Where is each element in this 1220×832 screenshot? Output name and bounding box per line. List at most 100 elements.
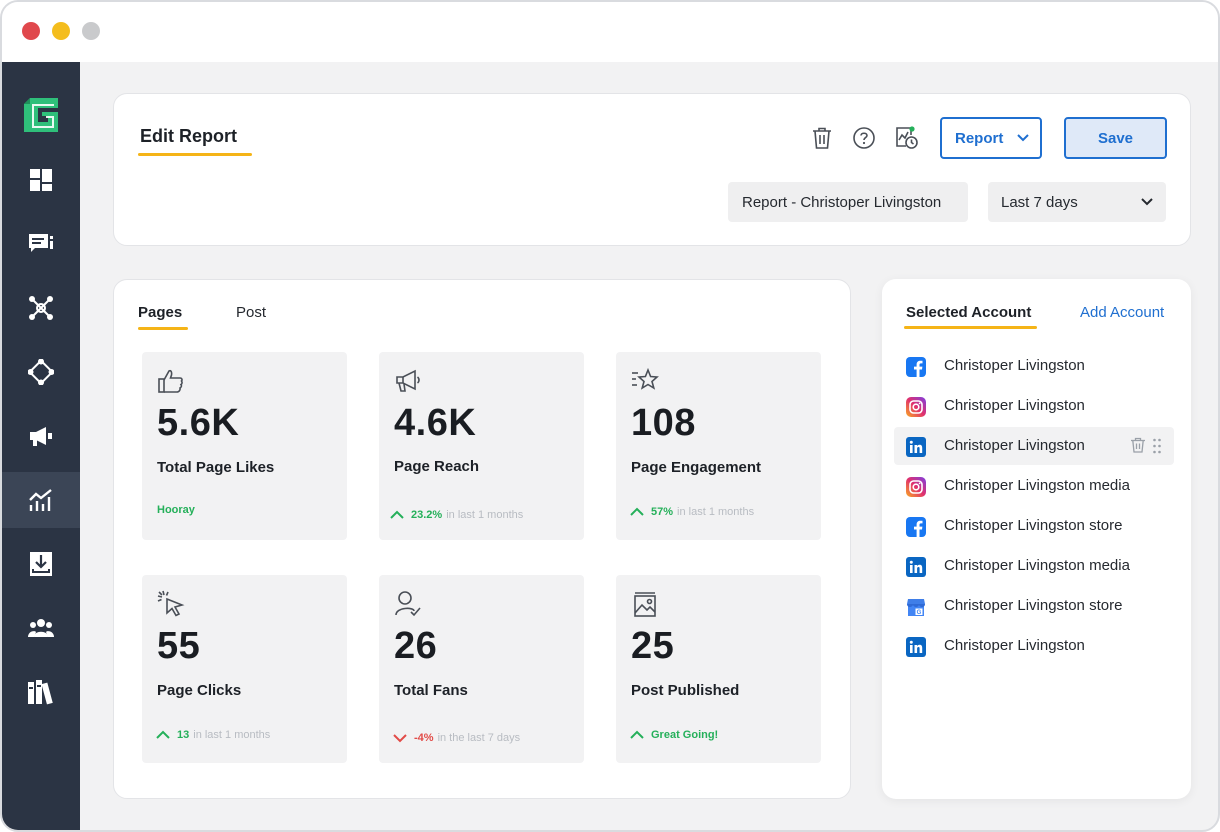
- metric-tile-total-fans[interactable]: 26 Total Fans -4% in the last 7 days: [379, 575, 584, 763]
- trend-up-icon: [629, 507, 645, 517]
- metrics-card: Pages Post 5.6K Total Page Likes Hooray: [113, 279, 851, 799]
- user-check-icon: [395, 591, 421, 617]
- analytics-icon: [29, 489, 52, 511]
- chevron-down-icon: [1017, 134, 1029, 142]
- report-schedule-icon: [896, 126, 918, 149]
- download-icon: [30, 552, 52, 576]
- chat-icon: [29, 234, 53, 252]
- linkedin-icon: [906, 637, 926, 657]
- metric-label: Page Reach: [394, 458, 480, 475]
- metric-tile-page-clicks[interactable]: 55 Page Clicks 13 in last 1 months: [142, 575, 347, 763]
- tab-pages[interactable]: Pages: [138, 304, 183, 321]
- metric-change: 13: [177, 729, 190, 741]
- metric-tile-post-published[interactable]: 25 Post Published Great Going!: [616, 575, 821, 763]
- star-icon: [632, 367, 659, 390]
- app-logo-icon[interactable]: [22, 96, 60, 134]
- account-name: Christoper Livingston media: [944, 557, 1130, 574]
- sidebar-item-network[interactable]: [2, 280, 80, 336]
- account-row[interactable]: G Christoper Livingston store: [894, 587, 1174, 625]
- metric-value: 25: [631, 625, 675, 667]
- trend-up-icon: [629, 730, 645, 740]
- workflow-icon: [28, 359, 54, 385]
- metric-value: 26: [394, 625, 438, 667]
- instagram-icon: [906, 397, 926, 417]
- report-dropdown-label: Report: [955, 129, 1004, 147]
- megaphone-icon: [396, 369, 420, 392]
- metric-tile-page-engagement[interactable]: 108 Page Engagement 57% in last 1 months: [616, 352, 821, 540]
- sidebar-item-inbox[interactable]: [2, 216, 80, 272]
- metric-tile-total-page-likes[interactable]: 5.6K Total Page Likes Hooray: [142, 352, 347, 540]
- account-row[interactable]: Christoper Livingston: [894, 387, 1174, 425]
- sidebar-item-downloads[interactable]: [2, 536, 80, 592]
- metric-footnote: Hooray: [157, 504, 195, 516]
- maximize-window-button[interactable]: [82, 22, 100, 40]
- account-row[interactable]: Christoper Livingston store: [894, 507, 1174, 545]
- cursor-click-icon: [157, 590, 185, 617]
- metric-footnote: -4% in the last 7 days: [392, 732, 520, 744]
- metric-footnote: Great Going!: [629, 729, 718, 741]
- account-name: Christoper Livingston media: [944, 477, 1130, 494]
- metric-period: in last 1 months: [446, 509, 524, 521]
- account-name: Christoper Livingston: [944, 637, 1085, 654]
- metric-footnote: 57% in last 1 months: [629, 506, 754, 518]
- sidebar-item-library[interactable]: [2, 664, 80, 720]
- metric-period: in the last 7 days: [437, 732, 521, 744]
- metric-period: in last 1 months: [193, 729, 271, 741]
- metric-highlight: Hooray: [157, 504, 195, 516]
- trend-down-icon: [392, 733, 408, 743]
- sidebar-item-analytics[interactable]: [2, 472, 80, 528]
- save-button[interactable]: Save: [1064, 117, 1167, 159]
- facebook-icon: [906, 357, 926, 377]
- metric-value: 55: [157, 625, 201, 667]
- schedule-report-button[interactable]: [895, 126, 919, 150]
- metric-label: Total Fans: [394, 682, 468, 699]
- account-row[interactable]: Christoper Livingston: [894, 347, 1174, 385]
- facebook-icon: [906, 517, 926, 537]
- help-icon: [853, 127, 875, 149]
- sidebar-item-workflow[interactable]: [2, 344, 80, 400]
- image-icon: [634, 592, 656, 617]
- selected-accounts-card: Selected Account Add Account Christoper …: [882, 279, 1191, 799]
- report-dropdown[interactable]: Report: [940, 117, 1042, 159]
- account-row[interactable]: Christoper Livingston media: [894, 547, 1174, 585]
- account-row[interactable]: Christoper Livingston: [894, 427, 1174, 465]
- help-button[interactable]: [852, 126, 876, 150]
- drag-handle-icon[interactable]: [1152, 437, 1162, 455]
- date-range-select[interactable]: Last 7 days: [988, 182, 1166, 222]
- minimize-window-button[interactable]: [52, 22, 70, 40]
- active-tab-underline: [138, 327, 188, 330]
- page-title: Edit Report: [140, 126, 237, 146]
- account-name: Christoper Livingston: [944, 357, 1085, 374]
- metric-value: 5.6K: [157, 402, 240, 444]
- report-name-field[interactable]: Report - Christoper Livingston: [728, 182, 968, 222]
- account-row[interactable]: Christoper Livingston media: [894, 467, 1174, 505]
- team-icon: [28, 619, 54, 637]
- metric-value: 4.6K: [394, 402, 477, 444]
- metric-value: 108: [631, 402, 696, 444]
- metric-label: Page Clicks: [157, 682, 242, 699]
- account-name: Christoper Livingston store: [944, 597, 1123, 614]
- metric-label: Post Published: [631, 682, 740, 699]
- selected-account-title: Selected Account: [906, 304, 1032, 321]
- add-account-link[interactable]: Add Account: [1080, 304, 1165, 321]
- close-window-button[interactable]: [22, 22, 40, 40]
- account-row[interactable]: Christoper Livingston: [894, 627, 1174, 665]
- metric-label: Total Page Likes: [157, 459, 275, 476]
- sidebar-item-dashboard[interactable]: [2, 152, 80, 208]
- tab-post[interactable]: Post: [236, 304, 267, 321]
- account-name: Christoper Livingston: [944, 397, 1085, 414]
- metric-tile-page-reach[interactable]: 4.6K Page Reach 23.2% in last 1 months: [379, 352, 584, 540]
- trend-up-icon: [155, 730, 171, 740]
- date-range-value: Last 7 days: [1001, 193, 1078, 211]
- metric-period: in last 1 months: [677, 506, 755, 518]
- delete-button[interactable]: [810, 126, 834, 150]
- remove-account-icon[interactable]: [1130, 437, 1146, 453]
- metric-footnote: 23.2% in last 1 months: [389, 509, 523, 521]
- account-name: Christoper Livingston store: [944, 517, 1123, 534]
- sidebar-item-team[interactable]: [2, 600, 80, 656]
- sidebar-item-campaigns[interactable]: [2, 408, 80, 464]
- dashboard-icon: [30, 169, 52, 191]
- linkedin-icon: [906, 557, 926, 577]
- instagram-icon: [906, 477, 926, 497]
- metric-footnote: 13 in last 1 months: [155, 729, 270, 741]
